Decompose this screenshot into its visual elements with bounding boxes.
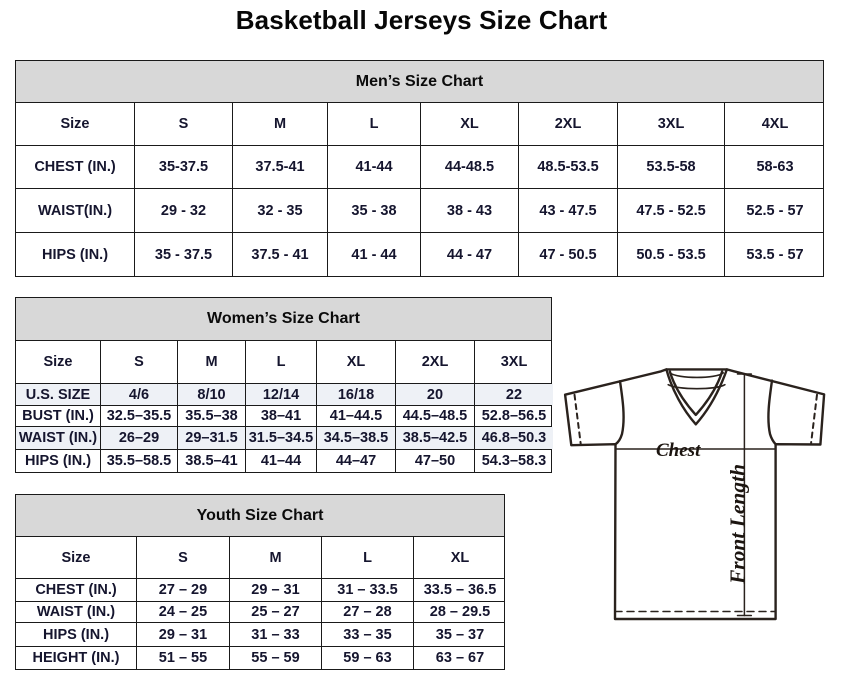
svg-text:Chest: Chest <box>656 440 701 461</box>
svg-text:Front Length: Front Length <box>725 464 749 585</box>
